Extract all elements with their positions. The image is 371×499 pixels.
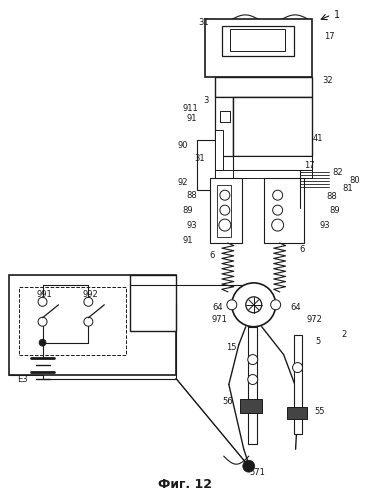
Circle shape xyxy=(243,460,255,472)
Text: 5: 5 xyxy=(315,337,320,346)
Circle shape xyxy=(248,355,258,365)
Text: 56: 56 xyxy=(223,397,233,406)
Text: 90: 90 xyxy=(178,141,188,150)
Circle shape xyxy=(220,205,230,215)
Text: 89: 89 xyxy=(183,206,193,215)
Text: 972: 972 xyxy=(306,315,322,324)
Text: 17: 17 xyxy=(324,32,335,41)
Text: 31: 31 xyxy=(195,154,205,163)
Text: 88: 88 xyxy=(326,192,337,201)
Circle shape xyxy=(273,205,283,215)
Text: 3: 3 xyxy=(203,96,209,105)
Bar xyxy=(248,327,257,444)
Circle shape xyxy=(84,297,93,306)
Bar xyxy=(130,275,176,331)
Text: 991: 991 xyxy=(37,290,52,299)
Bar xyxy=(197,140,215,190)
Bar xyxy=(233,97,312,156)
Text: 571: 571 xyxy=(250,468,266,477)
Bar xyxy=(287,407,306,419)
Bar xyxy=(230,29,285,51)
Bar xyxy=(215,97,233,156)
Text: 15: 15 xyxy=(227,343,237,352)
Circle shape xyxy=(39,339,46,346)
Bar xyxy=(233,170,312,178)
Circle shape xyxy=(220,190,230,200)
Circle shape xyxy=(232,283,276,327)
Text: 6: 6 xyxy=(299,246,304,254)
Text: 82: 82 xyxy=(332,168,343,177)
Circle shape xyxy=(38,317,47,326)
Bar xyxy=(215,170,240,178)
Bar xyxy=(19,287,126,355)
Bar xyxy=(293,335,302,434)
Circle shape xyxy=(273,190,283,200)
Circle shape xyxy=(248,375,258,385)
Text: 55: 55 xyxy=(314,407,325,416)
Text: 88: 88 xyxy=(187,191,197,200)
Text: 64: 64 xyxy=(213,303,223,312)
Text: 1: 1 xyxy=(334,10,341,20)
Text: 93: 93 xyxy=(319,221,330,230)
Text: 41: 41 xyxy=(312,134,323,143)
Text: 80: 80 xyxy=(349,176,359,185)
Text: Фиг. 12: Фиг. 12 xyxy=(158,478,212,491)
Circle shape xyxy=(219,219,231,231)
Bar xyxy=(222,26,293,56)
Text: 2: 2 xyxy=(342,330,347,339)
Circle shape xyxy=(246,297,262,313)
Text: 64: 64 xyxy=(290,303,301,312)
Text: 91: 91 xyxy=(183,236,193,245)
Bar xyxy=(205,19,312,77)
Circle shape xyxy=(84,317,93,326)
Bar xyxy=(215,130,223,200)
Bar xyxy=(210,178,242,243)
Text: 31: 31 xyxy=(198,18,209,27)
Text: 911: 911 xyxy=(182,104,198,113)
Text: 89: 89 xyxy=(329,206,340,215)
Text: E3: E3 xyxy=(17,375,28,384)
Bar xyxy=(215,77,312,97)
Text: 93: 93 xyxy=(187,221,197,230)
Bar xyxy=(233,156,312,170)
Bar xyxy=(9,275,176,375)
Text: 6: 6 xyxy=(209,251,214,260)
Bar xyxy=(240,399,262,413)
Circle shape xyxy=(38,297,47,306)
Text: 91: 91 xyxy=(187,114,197,123)
Text: 971: 971 xyxy=(212,315,228,324)
Text: 32: 32 xyxy=(322,76,333,85)
Bar xyxy=(264,178,303,243)
Text: 92: 92 xyxy=(178,178,188,187)
Text: 81: 81 xyxy=(342,184,353,193)
Text: 992: 992 xyxy=(82,290,98,299)
Bar xyxy=(217,185,231,237)
Bar xyxy=(220,110,230,122)
Circle shape xyxy=(271,300,280,310)
Text: 17: 17 xyxy=(304,161,315,170)
Circle shape xyxy=(293,363,303,373)
Circle shape xyxy=(227,300,237,310)
Circle shape xyxy=(272,219,284,231)
